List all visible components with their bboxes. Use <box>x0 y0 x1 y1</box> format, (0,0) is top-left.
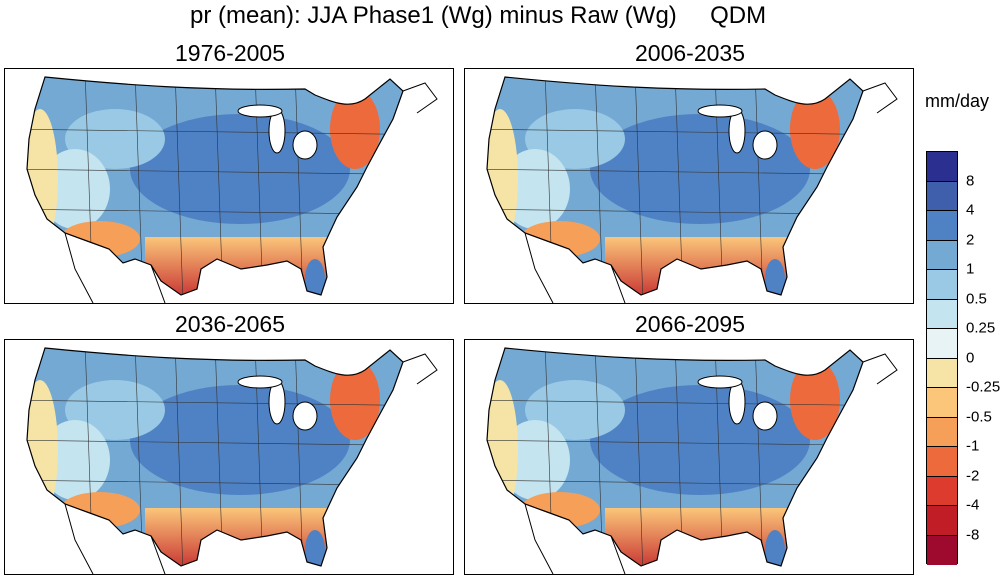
colorbar-tick-label: 2 <box>966 231 975 248</box>
map-panel-1 <box>4 68 454 304</box>
colorbar-swatch <box>927 329 957 359</box>
colorbar-tick-label: -0.25 <box>966 378 1001 396</box>
conus-map <box>486 347 898 574</box>
colorbar-swatch <box>927 476 957 506</box>
colorbar-swatch <box>927 358 957 388</box>
panel-title-3: 2036-2065 <box>175 311 285 337</box>
colorbar-tick-label: -0.5 <box>966 408 992 425</box>
colorbar-units: mm/day <box>925 91 990 111</box>
colorbar <box>926 151 958 565</box>
conus-map <box>486 76 898 303</box>
colorbar-swatch <box>927 388 957 418</box>
colorbar-tick-label: 0 <box>966 349 975 366</box>
colorbar-tick-label: 1 <box>966 260 975 278</box>
panel-title-4: 2066-2095 <box>635 311 745 337</box>
colorbar-tick-label: 8 <box>966 172 975 189</box>
colorbar-swatch <box>927 240 957 270</box>
panel-title-1: 1976-2005 <box>175 40 285 66</box>
panel-title-2: 2006-2035 <box>635 40 745 66</box>
colorbar-tick-label: -2 <box>966 467 980 484</box>
colorbar-tick-label: 0.5 <box>966 290 987 307</box>
colorbar-tick-label: -4 <box>966 496 980 514</box>
conus-map <box>26 76 438 303</box>
colorbar-tick-labels: 8 4 2 1 0.5 0.25 0 -0.25 -0.5 -1 -2 -4 -8 <box>966 151 1005 564</box>
colorbar-swatch <box>927 299 957 329</box>
colorbar-tick-label: -8 <box>966 526 980 543</box>
colorbar-swatch <box>927 535 957 565</box>
colorbar-tick-label: -1 <box>966 437 980 455</box>
colorbar-tick-label: 0.25 <box>966 319 996 337</box>
colorbar-swatch <box>927 152 957 182</box>
figure-title: pr (mean): JJA Phase1 (Wg) minus Raw (Wg… <box>190 2 767 29</box>
colorbar-swatch <box>927 211 957 241</box>
colorbar-tick-label: 4 <box>966 201 975 219</box>
colorbar-swatch <box>927 270 957 300</box>
map-panel-3 <box>4 339 454 575</box>
map-panel-4 <box>464 339 914 575</box>
map-panel-2 <box>464 68 914 304</box>
conus-map <box>26 347 438 574</box>
colorbar-swatch <box>927 181 957 211</box>
colorbar-swatch <box>927 417 957 447</box>
colorbar-swatch <box>927 506 957 536</box>
colorbar-swatch <box>927 447 957 477</box>
